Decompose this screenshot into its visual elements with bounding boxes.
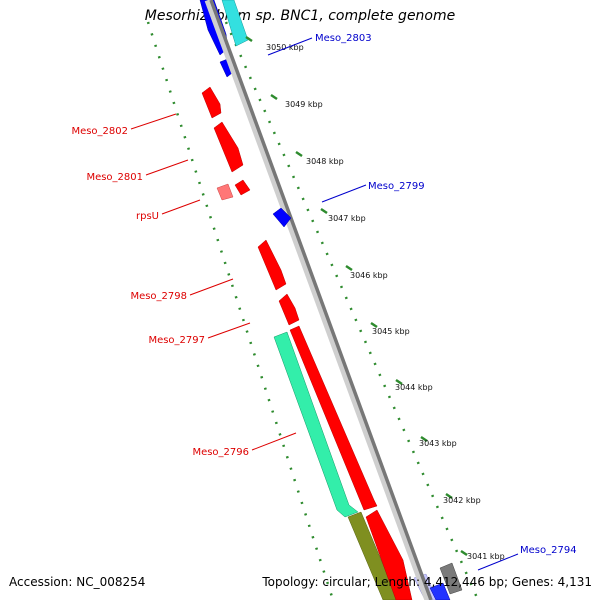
gene-leader-lines: [130, 37, 519, 571]
gene-meso-2802-a[interactable]: [201, 86, 222, 119]
genome-backbone-shadow: [204, 0, 432, 600]
tick-label-3047: 3047 kbp: [328, 214, 366, 223]
accession-text: Accession: NC_008254: [9, 575, 146, 589]
tick-label-3049: 3049 kbp: [285, 100, 323, 109]
leader-rpsu: [161, 199, 201, 215]
tick-3043: [420, 435, 428, 443]
gene-red-long[interactable]: [289, 325, 378, 511]
tick-3046: [345, 264, 353, 272]
gene-label-meso-2798[interactable]: Meso_2798: [130, 291, 187, 302]
leader-meso-2798: [189, 278, 234, 296]
gene-meso-2802-b[interactable]: [213, 121, 244, 173]
tick-label-3044: 3044 kbp: [395, 383, 433, 392]
scale-tick-labels: 3050 kbp 3049 kbp 3048 kbp 3047 kbp 3046…: [266, 43, 505, 561]
tick-3041: [460, 549, 468, 557]
tick-3044: [395, 378, 403, 386]
tick-3050: [245, 35, 253, 43]
gene-label-meso-2801[interactable]: Meso_2801: [86, 172, 143, 183]
scale-ticks: [245, 35, 468, 557]
gene-gray-right[interactable]: [439, 562, 463, 595]
leader-meso-2797: [207, 322, 251, 339]
tick-label-3041: 3041 kbp: [467, 552, 505, 561]
leader-meso-2796: [251, 432, 297, 451]
outer-dotted-guide: [146, 21, 335, 600]
tick-label-3043: 3043 kbp: [419, 439, 457, 448]
gene-label-meso-2794[interactable]: Meso_2794: [520, 545, 577, 556]
tick-3049: [270, 93, 278, 101]
gene-label-meso-2797[interactable]: Meso_2797: [148, 335, 205, 346]
gene-labels: Meso_2803 Meso_2802 Meso_2801 Meso_2799 …: [71, 33, 576, 556]
gene-rpsu-pink[interactable]: [216, 183, 234, 201]
tick-label-3042: 3042 kbp: [443, 496, 481, 505]
gene-olive[interactable]: [347, 511, 399, 600]
gene-cyan-top[interactable]: [221, 0, 249, 47]
gene-meso-2797[interactable]: [278, 293, 300, 326]
gene-label-meso-2803[interactable]: Meso_2803: [315, 33, 372, 44]
gene-red-lower[interactable]: [365, 509, 413, 600]
tick-3047: [320, 207, 328, 215]
map-title: Mesorhizobium sp. BNC1, complete genome: [144, 8, 456, 24]
gene-label-meso-2796[interactable]: Meso_2796: [192, 447, 249, 458]
tick-label-3046: 3046 kbp: [350, 271, 388, 280]
gene-meso-2801[interactable]: [234, 179, 251, 196]
leader-meso-2803: [267, 37, 313, 56]
gene-label-meso-2802[interactable]: Meso_2802: [71, 126, 128, 137]
gene-meso-2796[interactable]: [273, 331, 359, 518]
tick-label-3048: 3048 kbp: [306, 157, 344, 166]
gene-label-meso-2799[interactable]: Meso_2799: [368, 181, 425, 192]
gene-meso-2794[interactable]: [429, 582, 451, 600]
gene-meso-2799[interactable]: [272, 207, 292, 228]
tick-3042: [445, 492, 453, 500]
leader-meso-2794: [477, 553, 519, 571]
tick-3048: [295, 150, 303, 158]
genome-summary-text: Topology: circular; Length: 4,412,446 bp…: [262, 575, 592, 589]
tick-3045: [370, 321, 378, 329]
gene-meso-2798[interactable]: [257, 239, 287, 291]
forward-strand-genes: [221, 0, 463, 600]
tick-label-3050: 3050 kbp: [266, 43, 304, 52]
genome-backbone: [209, 0, 433, 600]
leader-meso-2802: [130, 113, 177, 130]
tick-label-3045: 3045 kbp: [372, 327, 410, 336]
leader-meso-2799: [321, 184, 367, 203]
gene-label-rpsu[interactable]: rpsU: [136, 211, 159, 222]
leader-meso-2801: [145, 159, 189, 176]
